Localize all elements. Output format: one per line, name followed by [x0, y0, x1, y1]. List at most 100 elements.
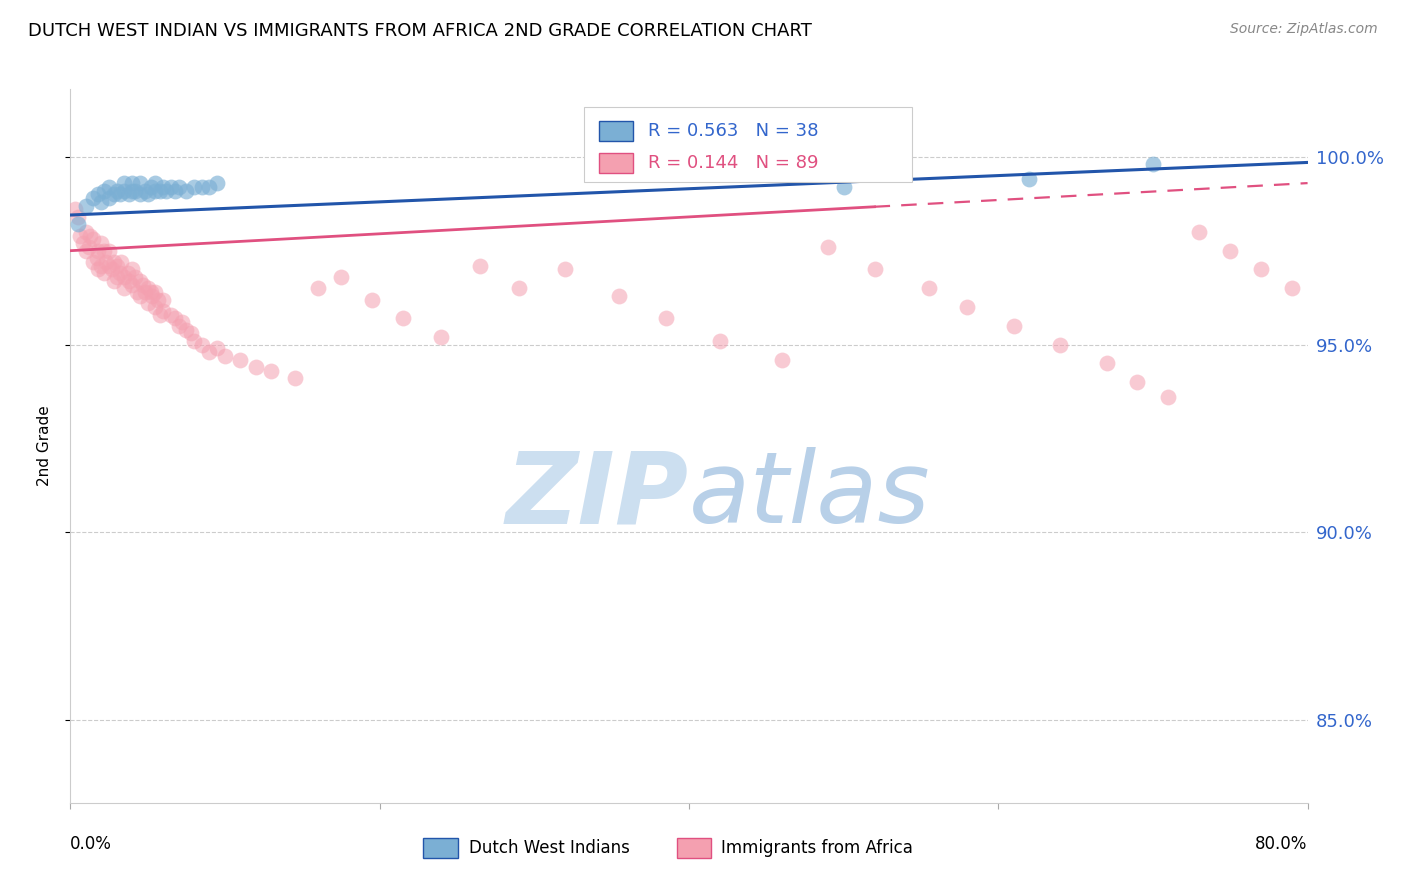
Point [245, 360, 267, 375]
Point [98, 179, 121, 194]
Point [470, 259, 492, 273]
Point [121, 277, 143, 292]
Point [183, 179, 205, 194]
Point [260, 364, 283, 378]
Point [832, 179, 855, 194]
Point [121, 184, 143, 198]
Point [105, 259, 128, 273]
Point [129, 176, 152, 190]
Point [180, 326, 202, 341]
Point [284, 371, 307, 385]
Bar [423, 838, 457, 858]
Point [67, 210, 90, 224]
Point [709, 334, 731, 348]
Point [198, 345, 221, 359]
Point [152, 303, 174, 318]
Point [863, 262, 886, 277]
Point [918, 281, 941, 295]
Point [1219, 244, 1241, 258]
Point [508, 281, 530, 295]
Point [139, 179, 162, 194]
Point [430, 330, 453, 344]
Point [121, 176, 143, 190]
Point [105, 270, 128, 285]
Point [87, 262, 110, 277]
Point [67, 218, 90, 232]
Point [174, 184, 197, 198]
Bar [599, 121, 633, 141]
Point [149, 184, 172, 198]
Point [817, 240, 839, 254]
Point [93, 184, 115, 198]
Point [114, 176, 136, 190]
Point [114, 184, 136, 198]
Point [770, 352, 793, 367]
Point [118, 187, 141, 202]
Point [1049, 337, 1071, 351]
Point [330, 270, 353, 285]
Point [132, 277, 155, 292]
Point [174, 322, 197, 336]
Point [145, 176, 167, 190]
Text: Immigrants from Africa: Immigrants from Africa [721, 838, 912, 856]
Point [101, 262, 124, 277]
Point [129, 289, 152, 303]
Point [1188, 225, 1211, 239]
Point [77, 240, 100, 254]
Point [118, 274, 141, 288]
Text: R = 0.144   N = 89: R = 0.144 N = 89 [648, 153, 818, 171]
Point [214, 349, 236, 363]
Point [167, 318, 190, 333]
Text: ZIP: ZIP [506, 448, 689, 544]
Point [124, 184, 146, 198]
Point [170, 315, 193, 329]
Point [1002, 318, 1025, 333]
Point [110, 255, 132, 269]
Point [136, 281, 159, 295]
Point [1281, 281, 1303, 295]
Point [145, 184, 167, 198]
Point [90, 236, 112, 251]
Point [1095, 356, 1118, 370]
Point [1157, 390, 1180, 404]
Point [145, 285, 167, 299]
Point [90, 259, 112, 273]
Point [63, 202, 86, 217]
Point [160, 179, 183, 194]
Point [229, 352, 252, 367]
Point [152, 293, 174, 307]
Point [1018, 172, 1040, 186]
Point [160, 308, 183, 322]
Point [361, 293, 384, 307]
Point [134, 285, 156, 299]
Point [191, 179, 214, 194]
Point [86, 251, 108, 265]
Point [125, 285, 148, 299]
Text: R = 0.563   N = 38: R = 0.563 N = 38 [648, 122, 818, 140]
Point [93, 266, 115, 280]
Point [554, 262, 576, 277]
Point [93, 244, 115, 258]
Point [90, 194, 112, 209]
Point [94, 255, 117, 269]
Point [145, 300, 167, 314]
Point [152, 179, 174, 194]
Point [103, 187, 125, 202]
Point [956, 300, 979, 314]
Text: 0.0%: 0.0% [70, 835, 112, 853]
Point [307, 281, 329, 295]
Point [87, 187, 110, 202]
Point [98, 259, 121, 273]
Point [98, 191, 121, 205]
Point [75, 244, 97, 258]
Point [75, 199, 97, 213]
Point [207, 176, 229, 190]
Point [79, 228, 101, 243]
Point [124, 270, 146, 285]
Point [114, 281, 136, 295]
Point [103, 274, 125, 288]
Point [72, 236, 94, 251]
Point [609, 289, 631, 303]
Text: Dutch West Indians: Dutch West Indians [468, 838, 630, 856]
Point [103, 255, 125, 269]
